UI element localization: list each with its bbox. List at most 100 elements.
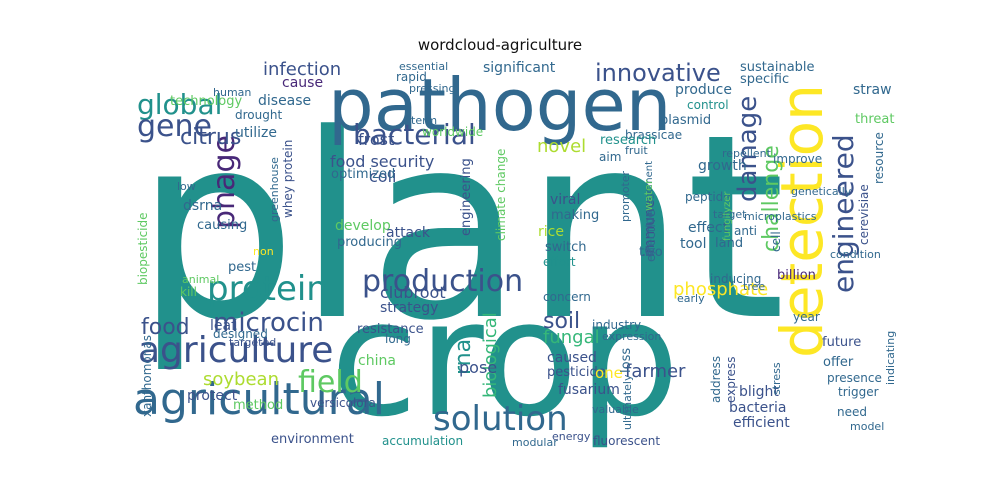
word-plant: plant xyxy=(135,80,786,377)
word-novel: novel xyxy=(537,136,587,157)
word-research: research xyxy=(600,133,657,148)
word-making: making xyxy=(551,208,600,223)
word-address: address xyxy=(709,355,723,403)
word-threat: threat xyxy=(855,112,895,127)
word-protect: protect xyxy=(187,388,238,404)
word-effort: effort xyxy=(543,255,576,269)
word-disease: disease xyxy=(258,93,312,109)
word-worldwide: worldwide xyxy=(422,125,484,139)
word-modular: modular xyxy=(512,436,558,449)
word-long: long xyxy=(385,332,411,346)
word-target: target xyxy=(713,208,747,221)
word-human: human xyxy=(213,86,252,99)
word-greenhouse: greenhouse xyxy=(268,157,281,222)
word-fungilyzer: fungilyzer xyxy=(722,191,733,241)
word-pathogen: pathogen xyxy=(328,63,672,147)
word-valuable: valuable xyxy=(592,403,639,416)
word-growth: growth xyxy=(698,158,747,174)
word-loss: loss xyxy=(619,347,634,373)
word-early: early xyxy=(677,292,705,305)
word-china: china xyxy=(358,353,396,369)
word-need: need xyxy=(837,405,867,419)
word-aim: aim xyxy=(599,150,622,164)
word-method: method xyxy=(233,398,284,413)
word-resource: resource xyxy=(872,132,886,184)
figure-title: wordcloud-agriculture xyxy=(417,36,583,54)
word-repellent: repellent xyxy=(722,147,771,160)
word-anti: anti xyxy=(734,224,757,238)
word-one: one xyxy=(595,364,623,382)
word-utilize: utilize xyxy=(235,125,277,141)
word-drought: drought xyxy=(235,108,283,122)
word-blight: blight xyxy=(739,384,779,400)
word-tool: tool xyxy=(680,236,707,252)
word-rice: rice xyxy=(538,224,564,240)
word-water: water xyxy=(642,179,655,211)
word-inducing: inducing xyxy=(710,272,762,286)
word-dsrna: dsrna xyxy=(183,198,223,214)
word-phosphate: phosphate xyxy=(673,279,769,300)
word-year: year xyxy=(793,310,820,324)
word-biological: biological xyxy=(480,312,501,398)
word-rapid: rapid xyxy=(396,70,427,84)
word-offer: offer xyxy=(823,355,854,370)
word-kill: kill xyxy=(180,285,197,299)
word-attack: attack xyxy=(386,225,430,241)
word-crop: crop xyxy=(330,265,680,450)
word-brassicae: brassicae xyxy=(625,128,683,142)
word-xanthomonas: xanthomonas xyxy=(140,335,154,417)
word-develop: develop xyxy=(335,218,391,234)
word-climate-change: climate change xyxy=(494,148,508,241)
word-protein: protein xyxy=(207,269,328,309)
word-strategy: strategy xyxy=(380,300,439,316)
word-microcin: microcin xyxy=(213,308,324,338)
word-low: low xyxy=(177,180,196,193)
word-agriculture: agriculture xyxy=(138,330,334,371)
word-farmer: farmer xyxy=(625,361,686,382)
word-gene: gene xyxy=(137,109,212,144)
word-improve: improve xyxy=(773,152,823,166)
word-effective: effective xyxy=(644,209,658,262)
word-essential: essential xyxy=(399,61,449,73)
word-land: land xyxy=(715,236,744,251)
word-produce: produce xyxy=(675,82,732,98)
word-food-security: food security xyxy=(330,152,435,171)
word-pose: pose xyxy=(459,358,498,377)
word-food: food xyxy=(141,315,190,340)
word-innovative: innovative xyxy=(595,61,721,87)
word-indicating: indicating xyxy=(884,330,897,385)
word-microplastics: microplastics xyxy=(744,210,817,223)
word-soil: soil xyxy=(543,309,581,334)
word-condition: condition xyxy=(830,248,881,261)
word-significant: significant xyxy=(483,61,556,76)
word-producing: producing xyxy=(337,235,403,250)
word-leaf: leaf xyxy=(210,318,237,334)
word-billion: billion xyxy=(777,268,816,283)
word-peptide: peptide xyxy=(685,190,731,204)
word-soybean: soybean xyxy=(203,369,279,390)
word-ultimately: ultimately xyxy=(621,374,634,431)
word-plasmid: plasmid xyxy=(660,113,712,128)
word-cerevisiae: cerevisiae xyxy=(857,184,871,245)
word-effect: effect xyxy=(688,220,729,236)
word-control: control xyxy=(687,98,729,112)
word-accumulation: accumulation xyxy=(382,434,464,448)
word-viral: viral xyxy=(550,192,581,208)
wordcloud-canvas: plant crop pathogen detection agricultural so… xyxy=(125,61,900,450)
word-concern: concern xyxy=(543,290,591,304)
word-bacterial: bacterial xyxy=(353,118,476,151)
word-production: production xyxy=(362,264,524,299)
word-genetically: genetically xyxy=(791,185,852,198)
word-frost: frost xyxy=(358,130,395,149)
word-animal: animal xyxy=(182,273,220,286)
word-non: non xyxy=(253,245,274,258)
word-sustainable: sustainable xyxy=(740,61,815,75)
word-expression: expression xyxy=(602,330,662,343)
word-resistance: resistance xyxy=(357,322,424,337)
word-citrus: citrus xyxy=(180,125,242,150)
word-efficient: efficient xyxy=(733,415,790,431)
word-technology: technology xyxy=(170,94,243,109)
word-promoter: promoter xyxy=(619,170,632,222)
word-industry: industry xyxy=(592,318,642,332)
